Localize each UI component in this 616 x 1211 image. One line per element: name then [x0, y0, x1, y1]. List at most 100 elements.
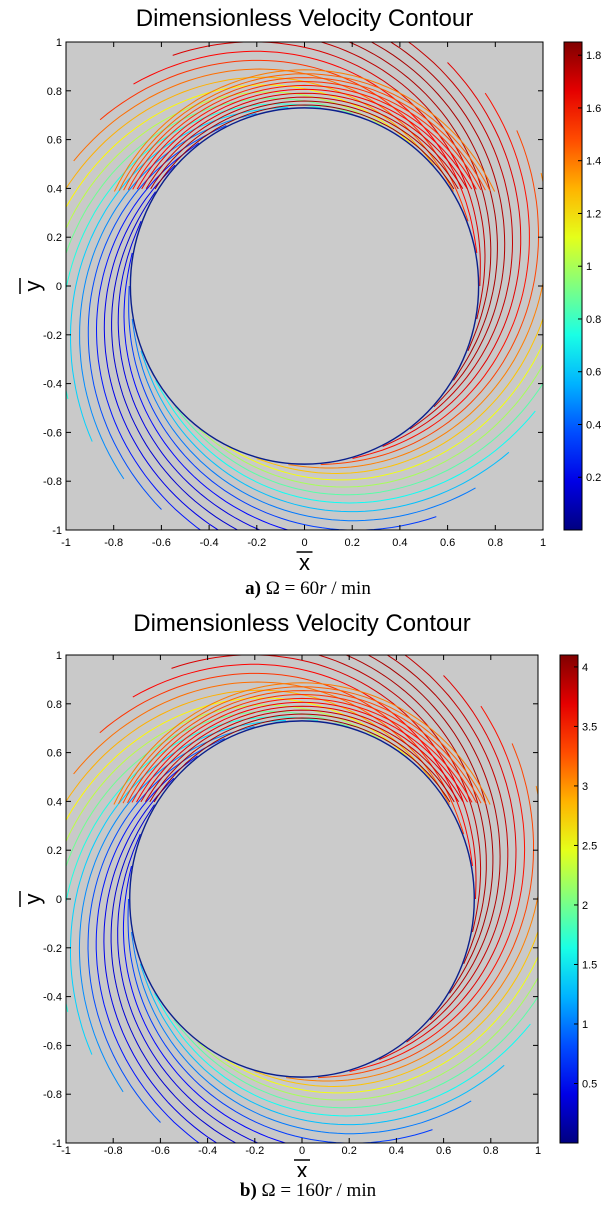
chart-title: Dimensionless Velocity Contour — [133, 610, 471, 637]
colorbar-tick-label: 1.6 — [586, 103, 601, 115]
contour-line — [379, 675, 517, 1060]
contour-line — [174, 382, 543, 496]
contour-line — [66, 710, 350, 869]
contour-line — [70, 719, 287, 1055]
contour-line — [118, 686, 486, 805]
contour-line — [66, 689, 431, 803]
contour-line — [66, 697, 407, 822]
contour-line — [95, 142, 202, 530]
contour-line — [99, 59, 469, 222]
contour-line — [66, 103, 321, 400]
contour-line — [118, 73, 491, 192]
contour-line — [73, 68, 454, 192]
contour-line — [316, 655, 482, 933]
colorbar-tick-label: 0.2 — [586, 472, 601, 484]
chart-title: Dimensionless Velocity Contour — [136, 5, 474, 32]
caption-a-equation: Ω = 60 — [265, 578, 320, 599]
colorbar-tick-label: 2 — [582, 900, 588, 912]
contour-line — [382, 62, 522, 447]
contour-line — [198, 363, 543, 488]
x-tick-label: 0.2 — [342, 1145, 357, 1157]
cylinder — [129, 107, 480, 465]
y-tick-label: 0.4 — [47, 183, 62, 195]
y-tick-label: 0.2 — [47, 232, 62, 244]
contour-line — [127, 80, 482, 191]
x-tick-label: 0.8 — [488, 537, 503, 549]
caption-a-var: r — [319, 578, 327, 599]
caption-a: a) Ω = 60r / min — [0, 578, 616, 600]
y-axis-label: y — [20, 281, 45, 292]
contour-line — [155, 380, 536, 504]
contour-line — [149, 713, 455, 803]
chart-panel-b: Dimensionless Velocity Contour -1 -0.8 -0.6… — [0, 605, 616, 1210]
contour-lines — [66, 655, 538, 1143]
contour-line — [140, 705, 464, 803]
contour-line — [153, 717, 451, 803]
y-tick-label: -1 — [52, 525, 62, 537]
contour-line — [132, 84, 477, 190]
x-tick-label: -0.2 — [247, 537, 266, 549]
contour-line — [128, 285, 437, 530]
colorbar-tick-label: 1.2 — [586, 208, 601, 220]
contour-line — [133, 50, 478, 254]
x-tick-label: 0.4 — [389, 1145, 404, 1157]
x-tick-label: 0.6 — [436, 1145, 451, 1157]
x-tick-label: 0 — [299, 1145, 305, 1157]
contour-line — [171, 655, 477, 900]
contour-line — [66, 716, 319, 1013]
colorbar-tick-label: 0.6 — [586, 367, 601, 379]
contour-line — [66, 91, 383, 230]
contour-line — [123, 252, 290, 530]
contour-line — [127, 898, 433, 1143]
contour-line — [141, 92, 468, 190]
contour-line — [173, 995, 538, 1109]
colorbar — [559, 654, 579, 1144]
contour-line — [172, 42, 481, 287]
colorbar-tick-label: 1.5 — [582, 959, 597, 971]
colorbar-tick-label: 1.4 — [586, 156, 601, 168]
colorbar-tick-label: 1 — [582, 1019, 588, 1031]
contour-chart-b: Dimensionless Velocity Contour -1 -0.8 -0.6… — [19, 610, 597, 1177]
colorbar-tick-label: 1 — [586, 261, 592, 273]
y-tick-label: 1 — [56, 37, 62, 49]
colorbar-tick-label: 4 — [582, 662, 588, 674]
y-tick-label: 0.6 — [47, 748, 62, 760]
y-tick-label: -0.8 — [43, 1089, 62, 1101]
x-tick-label: 1 — [540, 537, 546, 549]
contour-line — [256, 317, 543, 475]
x-tick-label: -0.8 — [104, 1145, 123, 1157]
caption-b-var: r — [324, 1180, 332, 1201]
contour-line — [103, 777, 218, 1143]
y-tick-label: -0.4 — [43, 992, 62, 1004]
contour-line — [197, 976, 538, 1101]
x-tick-label: -0.4 — [200, 537, 219, 549]
contour-line — [139, 963, 505, 1126]
contour-line — [123, 77, 486, 191]
contour-line — [79, 113, 257, 480]
y-tick-label: 0.8 — [47, 699, 62, 711]
y-tick-label: 0.2 — [47, 845, 62, 857]
colorbar-tick-label: 1.8 — [586, 50, 601, 62]
y-tick-label: -0.4 — [43, 379, 62, 391]
y-tick-label: -1 — [52, 1138, 62, 1150]
caption-b-unit: / min — [331, 1180, 377, 1201]
caption-b-equation: Ω = 160 — [261, 1180, 325, 1201]
x-tick-label: -0.2 — [245, 1145, 264, 1157]
contour-line — [131, 931, 472, 1135]
contour-line — [386, 655, 501, 1021]
x-axis-label: x — [299, 550, 310, 570]
contour-line — [111, 191, 239, 530]
contour-line — [320, 130, 540, 466]
contour-line — [349, 705, 526, 1072]
contour-line — [370, 42, 498, 381]
contour-line — [145, 96, 464, 190]
y-tick-label: 1 — [56, 650, 62, 662]
contour-line — [352, 92, 530, 459]
contour-line — [87, 125, 227, 510]
contour-line — [122, 690, 482, 804]
contour-line — [226, 342, 543, 481]
contour-line — [127, 693, 477, 804]
contour-line — [144, 709, 460, 803]
contour-line — [317, 743, 534, 1079]
x-tick-label: -0.4 — [198, 1145, 217, 1157]
